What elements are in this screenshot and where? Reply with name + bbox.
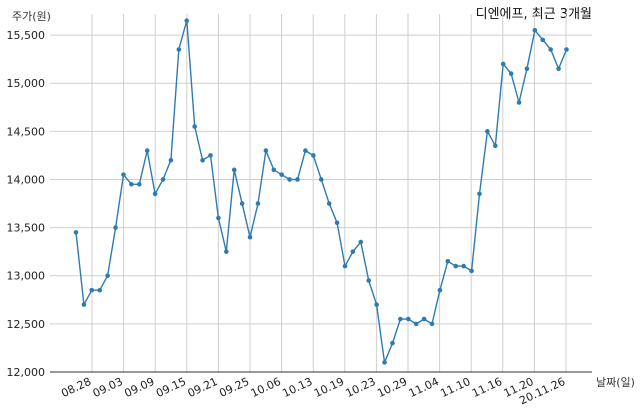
- data-point: [192, 124, 197, 129]
- x-tick-label: 09.25: [217, 375, 251, 400]
- grid-layer: [50, 14, 592, 373]
- data-point: [350, 249, 356, 254]
- data-point: [184, 18, 190, 23]
- data-point: [311, 153, 316, 158]
- data-point: [216, 215, 221, 221]
- data-point: [477, 191, 482, 197]
- data-point: [239, 201, 245, 206]
- data-point: [516, 100, 522, 105]
- data-point: [429, 321, 435, 327]
- data-point: [97, 287, 103, 293]
- x-tick-label: 11.10: [438, 375, 472, 400]
- x-axis-label: 날짜(일): [596, 375, 635, 389]
- data-point: [532, 27, 538, 33]
- data-point: [247, 234, 253, 240]
- data-point: [342, 263, 348, 269]
- x-tick-label: 10.06: [249, 375, 283, 400]
- y-tick-label: 14,500: [7, 125, 46, 138]
- x-tick-label: 09.15: [154, 375, 188, 400]
- chart-title: 디엔에프, 최근 3개월: [476, 7, 592, 22]
- data-point: [224, 249, 229, 254]
- data-point: [366, 278, 372, 283]
- data-point: [231, 167, 237, 173]
- y-tick-label: 12,500: [7, 318, 46, 331]
- data-point: [358, 239, 364, 245]
- y-tick-label: 15,000: [7, 77, 46, 90]
- data-point: [405, 316, 411, 322]
- data-point: [176, 47, 182, 52]
- y-axis-label: 주가(원): [12, 10, 51, 23]
- series-line: [75, 20, 568, 366]
- data-point: [413, 321, 419, 327]
- data-point: [279, 172, 284, 177]
- data-point: [390, 340, 395, 346]
- data-point: [121, 172, 126, 177]
- data-point: [453, 263, 459, 269]
- data-point: [303, 148, 308, 153]
- data-point: [564, 47, 569, 52]
- data-point: [160, 177, 166, 182]
- y-tick-label: 13,000: [7, 270, 46, 283]
- data-point: [492, 143, 498, 149]
- x-tick-label: 09.09: [122, 375, 156, 400]
- data-point: [200, 157, 205, 163]
- data-point: [398, 316, 403, 322]
- data-point: [374, 302, 379, 307]
- data-point: [485, 129, 490, 134]
- data-point: [445, 258, 451, 264]
- data-point: [152, 191, 158, 197]
- data-point: [508, 71, 514, 76]
- data-point: [437, 287, 443, 293]
- data-point: [287, 177, 292, 182]
- data-point: [524, 66, 530, 72]
- x-tick-label: 11.04: [407, 375, 441, 400]
- x-tick-label: 09.21: [186, 375, 220, 400]
- data-point: [129, 181, 134, 187]
- data-point: [263, 148, 269, 153]
- x-tick-label: 10.29: [375, 375, 409, 400]
- data-point: [500, 61, 506, 67]
- data-point: [113, 225, 118, 230]
- y-tick-label: 13,500: [7, 222, 46, 235]
- x-tick-label: 10.13: [280, 375, 314, 400]
- data-point: [334, 220, 340, 226]
- data-point: [73, 230, 79, 235]
- series-layer: [73, 18, 569, 366]
- x-tick-label: 11.16: [470, 375, 504, 400]
- data-point: [105, 273, 110, 279]
- x-tick-label: 09.03: [91, 375, 125, 400]
- data-point: [556, 66, 561, 72]
- data-point: [421, 316, 427, 322]
- x-tick-label: 10.23: [344, 375, 378, 400]
- axis-layer: 12,000 12,500 13,000 13,500 14,000 14,500 15,0…: [7, 29, 592, 407]
- data-point: [144, 148, 150, 153]
- data-point: [136, 181, 142, 187]
- data-point: [271, 167, 277, 173]
- data-point: [382, 360, 387, 365]
- data-point: [461, 263, 466, 269]
- data-point: [540, 37, 546, 43]
- data-point: [326, 201, 332, 206]
- data-point: [295, 177, 300, 182]
- data-point: [81, 302, 87, 307]
- data-point: [318, 177, 324, 182]
- data-point: [469, 268, 474, 274]
- x-tick-label: 08.28: [59, 375, 93, 400]
- data-point: [548, 47, 553, 52]
- x-tick-label: 10.19: [312, 375, 346, 400]
- data-point: [255, 201, 261, 206]
- y-tick-label: 15,500: [7, 29, 46, 42]
- y-tick-label: 14,000: [7, 173, 46, 186]
- data-point: [168, 157, 174, 163]
- data-point: [89, 287, 95, 293]
- y-tick-label: 12,000: [7, 366, 46, 379]
- data-point: [208, 153, 213, 158]
